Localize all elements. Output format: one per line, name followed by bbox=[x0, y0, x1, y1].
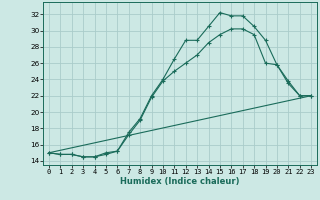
X-axis label: Humidex (Indice chaleur): Humidex (Indice chaleur) bbox=[120, 177, 240, 186]
